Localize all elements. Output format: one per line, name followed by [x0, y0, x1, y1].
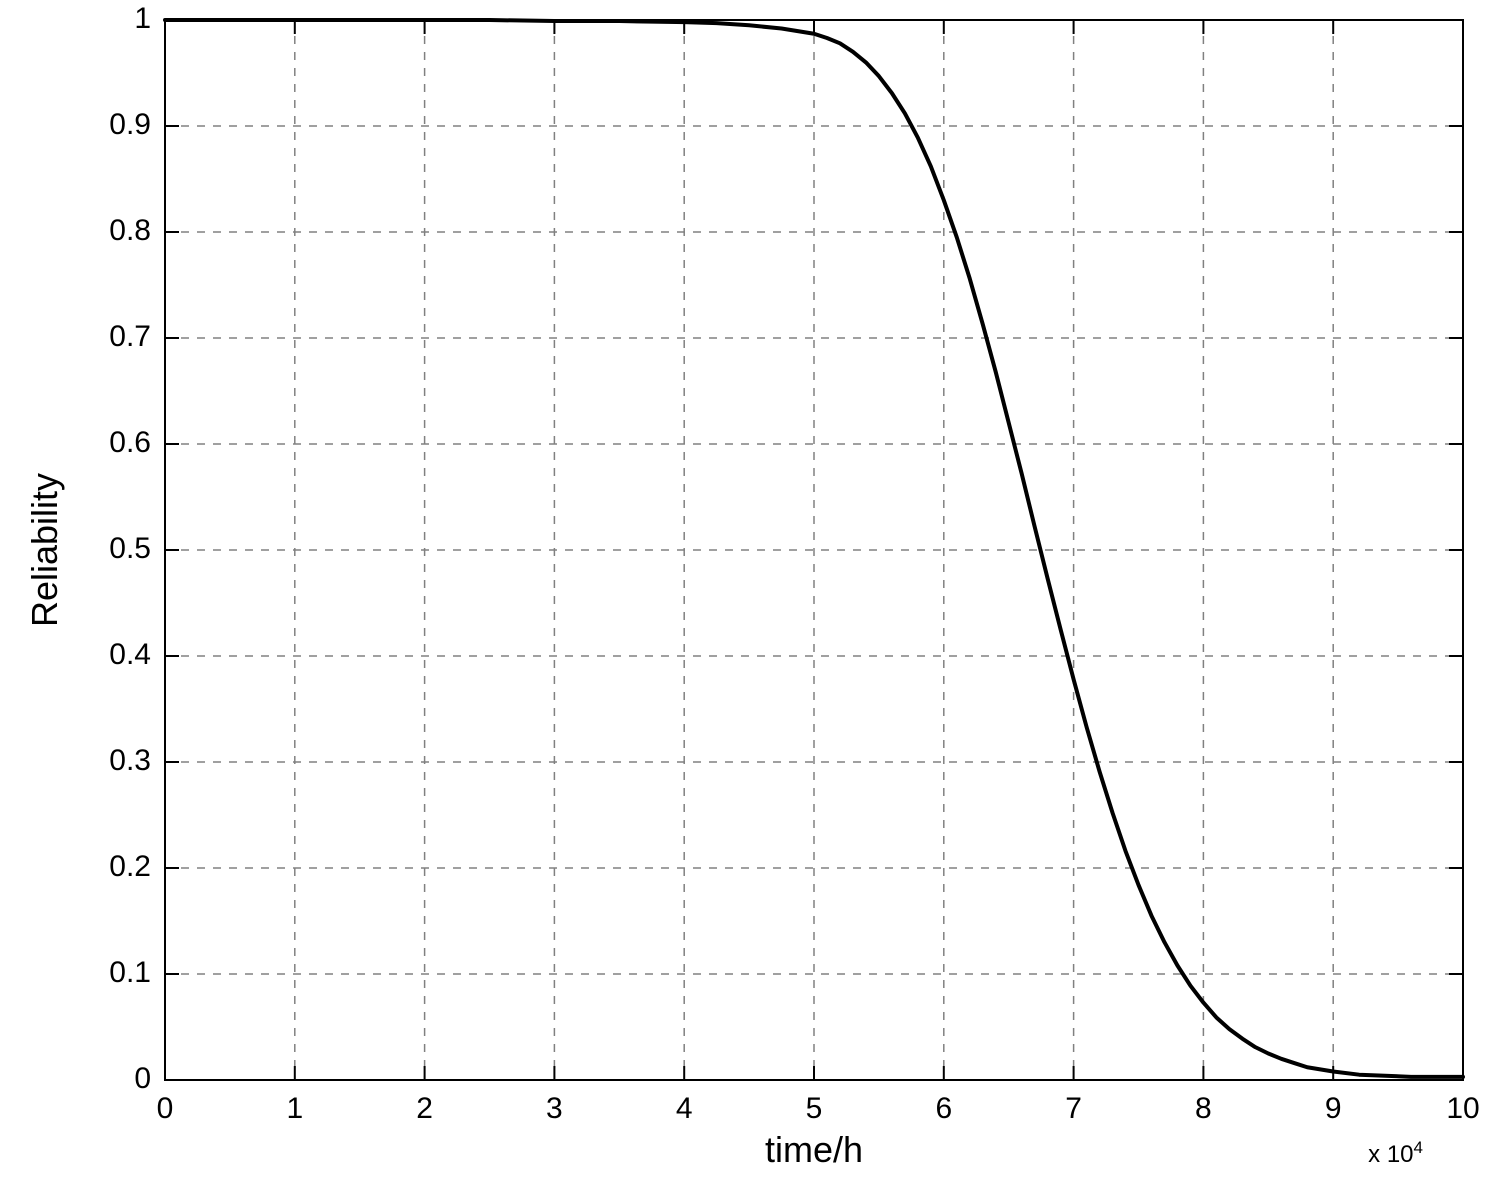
chart-background [0, 0, 1508, 1197]
xtick-label: 7 [1065, 1092, 1082, 1125]
xtick-label: 1 [286, 1092, 303, 1125]
chart-svg: 00.10.20.30.40.50.60.70.80.9101234567891… [0, 0, 1508, 1197]
xtick-label: 5 [806, 1092, 823, 1125]
ytick-label: 1 [134, 2, 151, 35]
xtick-label: 3 [546, 1092, 563, 1125]
xtick-label: 9 [1325, 1092, 1342, 1125]
ytick-label: 0.7 [109, 320, 151, 353]
xtick-label: 2 [416, 1092, 433, 1125]
y-axis-label: Reliability [24, 473, 65, 627]
ytick-label: 0.4 [109, 638, 151, 671]
ytick-label: 0.8 [109, 214, 151, 247]
ytick-label: 0.1 [109, 956, 151, 989]
ytick-label: 0 [134, 1062, 151, 1095]
ytick-label: 0.2 [109, 850, 151, 883]
reliability-chart: 00.10.20.30.40.50.60.70.80.9101234567891… [0, 0, 1508, 1197]
xtick-label: 4 [676, 1092, 693, 1125]
x-axis-label: time/h [765, 1129, 863, 1170]
xtick-label: 10 [1446, 1092, 1479, 1125]
ytick-label: 0.6 [109, 426, 151, 459]
xtick-label: 8 [1195, 1092, 1212, 1125]
ytick-label: 0.9 [109, 108, 151, 141]
xtick-label: 6 [935, 1092, 952, 1125]
xtick-label: 0 [157, 1092, 174, 1125]
ytick-label: 0.5 [109, 532, 151, 565]
ytick-label: 0.3 [109, 744, 151, 777]
